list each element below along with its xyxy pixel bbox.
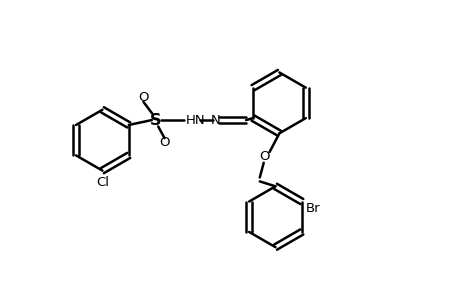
Text: O: O	[138, 92, 148, 104]
Text: HN: HN	[186, 114, 205, 127]
Text: N: N	[210, 114, 220, 127]
Text: S: S	[150, 112, 161, 128]
Text: Cl: Cl	[95, 176, 109, 190]
Text: O: O	[259, 150, 269, 164]
Text: O: O	[159, 136, 169, 148]
Text: Br: Br	[305, 202, 319, 215]
